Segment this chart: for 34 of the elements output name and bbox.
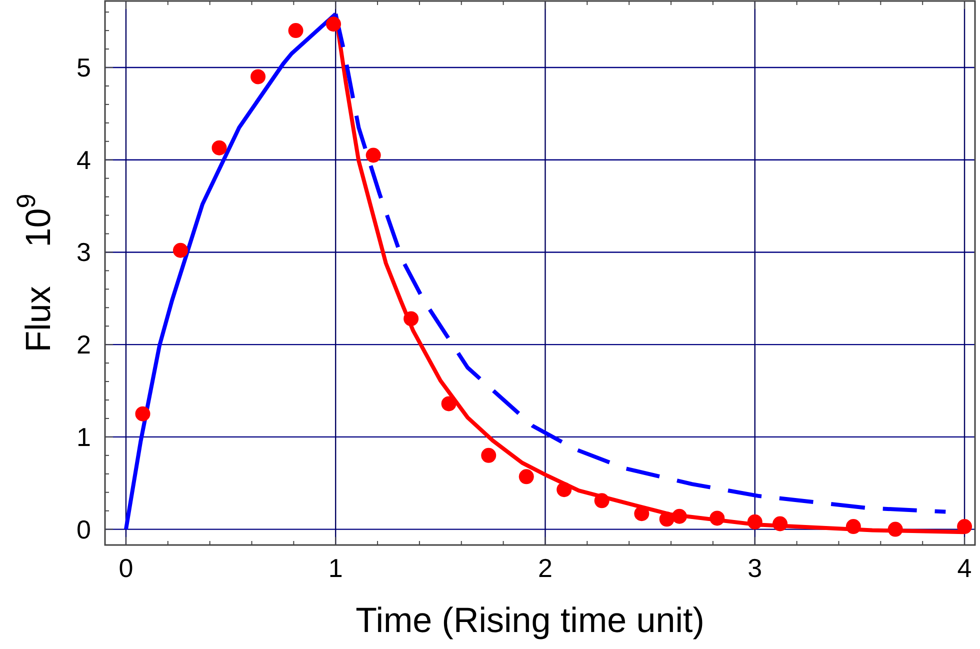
point — [441, 396, 456, 412]
point — [288, 23, 304, 38]
x-tick-label: 2 — [538, 553, 552, 583]
point — [634, 506, 650, 522]
point — [326, 16, 342, 32]
y-tick-label: 1 — [76, 422, 91, 452]
x-tick-label: 3 — [748, 553, 762, 583]
point — [135, 406, 150, 422]
point — [481, 448, 496, 463]
point — [366, 148, 381, 163]
point — [212, 140, 227, 156]
y-tick-label: 3 — [76, 237, 91, 268]
y-tick-label: 4 — [76, 144, 91, 175]
point — [710, 510, 725, 526]
x-tick-label: 4 — [957, 553, 972, 583]
x-tick-label: 1 — [328, 553, 343, 583]
point — [556, 482, 572, 498]
point — [518, 469, 534, 484]
point — [594, 493, 610, 508]
point — [888, 522, 903, 537]
point — [672, 508, 687, 524]
point — [846, 519, 861, 534]
point — [957, 519, 972, 534]
point — [172, 242, 188, 258]
x-tick-label: 0 — [118, 553, 134, 583]
point — [772, 516, 788, 532]
y-tick-label: 0 — [76, 514, 91, 544]
point — [747, 514, 762, 530]
point — [404, 311, 419, 326]
point — [659, 512, 674, 527]
y-tick-label: 5 — [76, 52, 91, 82]
point — [250, 69, 266, 84]
y-tick-label: 2 — [76, 330, 91, 360]
x-axis-title: Time (Rising time unit) — [356, 601, 704, 640]
